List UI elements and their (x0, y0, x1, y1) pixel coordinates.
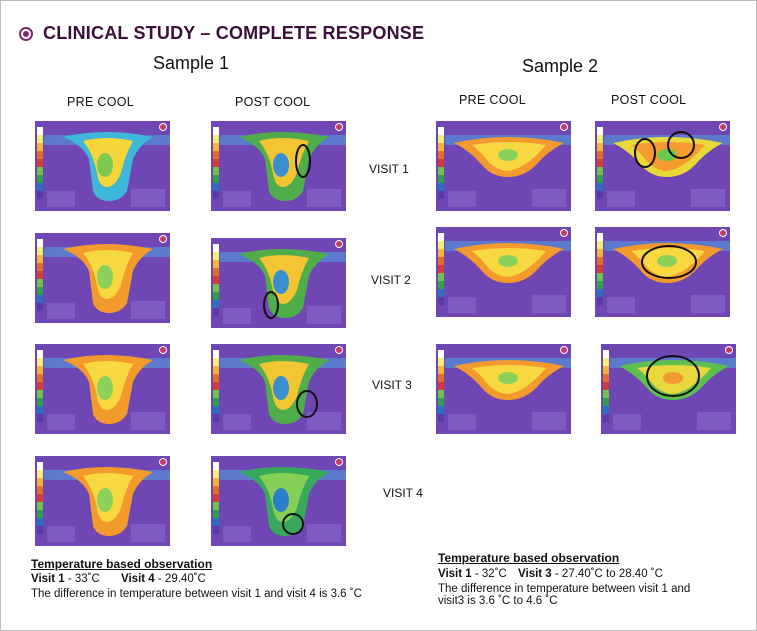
thermal-svg (211, 238, 346, 328)
thermal-image-s1-visit4-pre (35, 456, 170, 546)
thermal-svg (211, 344, 346, 434)
thermal-image-s1-visit4-post (211, 456, 346, 546)
marker-circle (282, 513, 304, 535)
thermal-svg (35, 344, 170, 434)
slide-title: CLINICAL STUDY – COMPLETE RESPONSE (43, 23, 425, 43)
sample-2-observation-values: Visit 1 - 32˚C Visit 3 - 27.40˚C to 28.4… (438, 568, 748, 580)
thermal-image-s2-visit2-post (595, 227, 730, 317)
sample-1-observation: Temperature based observation Visit 1 - … (31, 557, 411, 600)
title-row: CLINICAL STUDY – COMPLETE RESPONSE (19, 23, 424, 44)
marker-circle (667, 131, 695, 159)
sample-2-heading: Sample 2 (522, 56, 599, 76)
visit-4-label: VISIT 4 (383, 486, 423, 500)
sample-2-observation-summary-1: The difference in temperature between vi… (438, 583, 691, 595)
thermal-image-s1-visit2-pre (35, 233, 170, 323)
bullet-icon (19, 26, 33, 41)
s2-visit-b-label: Visit 3 (518, 568, 552, 580)
thermal-svg (595, 121, 730, 211)
marker-circle (295, 144, 311, 178)
thermal-image-s2-visit2-pre (436, 227, 571, 317)
thermal-image-s2-visit3-pre (436, 344, 571, 434)
visit-3-label: VISIT 3 (372, 378, 412, 392)
sample-1-pre-cool-header: PRE COOL (67, 95, 134, 109)
s2-visit-a-value: - 32˚C (474, 568, 507, 580)
thermal-svg (35, 233, 170, 323)
sample-1-observation-values: Visit 1 - 33˚C Visit 4 - 29.40˚C (31, 573, 411, 585)
visit-2-label: VISIT 2 (371, 273, 411, 287)
s1-visit-b-value: - 29.40˚C (157, 573, 206, 585)
marker-circle (646, 355, 700, 397)
thermal-svg (595, 227, 730, 317)
thermal-image-s2-visit1-post (595, 121, 730, 211)
thermal-image-s1-visit3-pre (35, 344, 170, 434)
thermal-image-s1-visit3-post (211, 344, 346, 434)
sample-2-pre-cool-header: PRE COOL (459, 93, 526, 107)
s1-visit-a-label: Visit 1 (31, 573, 65, 585)
thermal-svg (601, 344, 736, 434)
sample-2-post-cool-header: POST COOL (611, 93, 687, 107)
thermal-svg (436, 227, 571, 317)
marker-circle (263, 291, 279, 319)
s2-visit-a-label: Visit 1 (438, 568, 472, 580)
thermal-image-s2-visit1-pre (436, 121, 571, 211)
marker-circle (296, 390, 318, 418)
thermal-image-s1-visit1-pre (35, 121, 170, 211)
thermal-image-s2-visit3-post (601, 344, 736, 434)
s1-visit-a-value: - 33˚C (67, 573, 100, 585)
sample-1-heading: Sample 1 (153, 53, 230, 73)
marker-circle (634, 138, 656, 168)
thermal-svg (436, 121, 571, 211)
sample-2-observation-title: Temperature based observation (438, 551, 620, 565)
thermal-image-s1-visit2-post (211, 238, 346, 328)
thermal-svg (211, 456, 346, 546)
sample-1-post-cool-header: POST COOL (235, 95, 311, 109)
sample-2-observation: Temperature based observation Visit 1 - … (438, 551, 748, 607)
marker-circle (641, 245, 697, 279)
sample-1-observation-summary: The difference in temperature between vi… (31, 588, 362, 600)
thermal-svg (436, 344, 571, 434)
sample-1-observation-title: Temperature based observation (31, 557, 213, 571)
s2-visit-b-value: - 27.40˚C to 28.40 ˚C (554, 568, 663, 580)
thermal-svg (35, 121, 170, 211)
thermal-svg (35, 456, 170, 546)
thermal-image-s1-visit1-post (211, 121, 346, 211)
visit-1-label: VISIT 1 (369, 162, 409, 176)
thermal-svg (211, 121, 346, 211)
s1-visit-b-label: Visit 4 (121, 573, 155, 585)
sample-2-observation-summary-2: visit3 is 3.6 ˚C to 4.6 ˚C (438, 595, 558, 607)
